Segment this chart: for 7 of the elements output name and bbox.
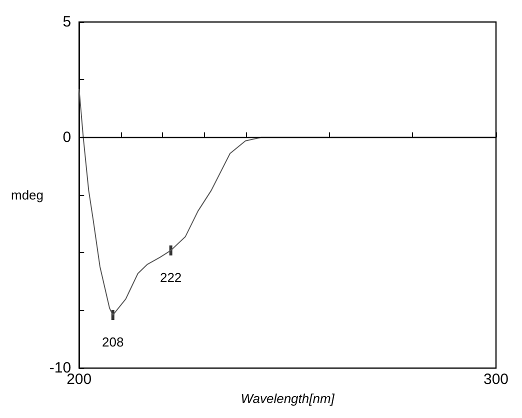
- x-axis-title: Wavelength[nm]: [240, 391, 335, 406]
- y-tick-label: 5: [62, 14, 72, 30]
- x-tick-label: 300: [483, 371, 509, 388]
- y-axis-title: mdeg: [10, 188, 44, 203]
- annotation: 222: [160, 270, 182, 285]
- annotation: 208: [102, 334, 124, 350]
- y-tick-label: 0: [62, 128, 72, 146]
